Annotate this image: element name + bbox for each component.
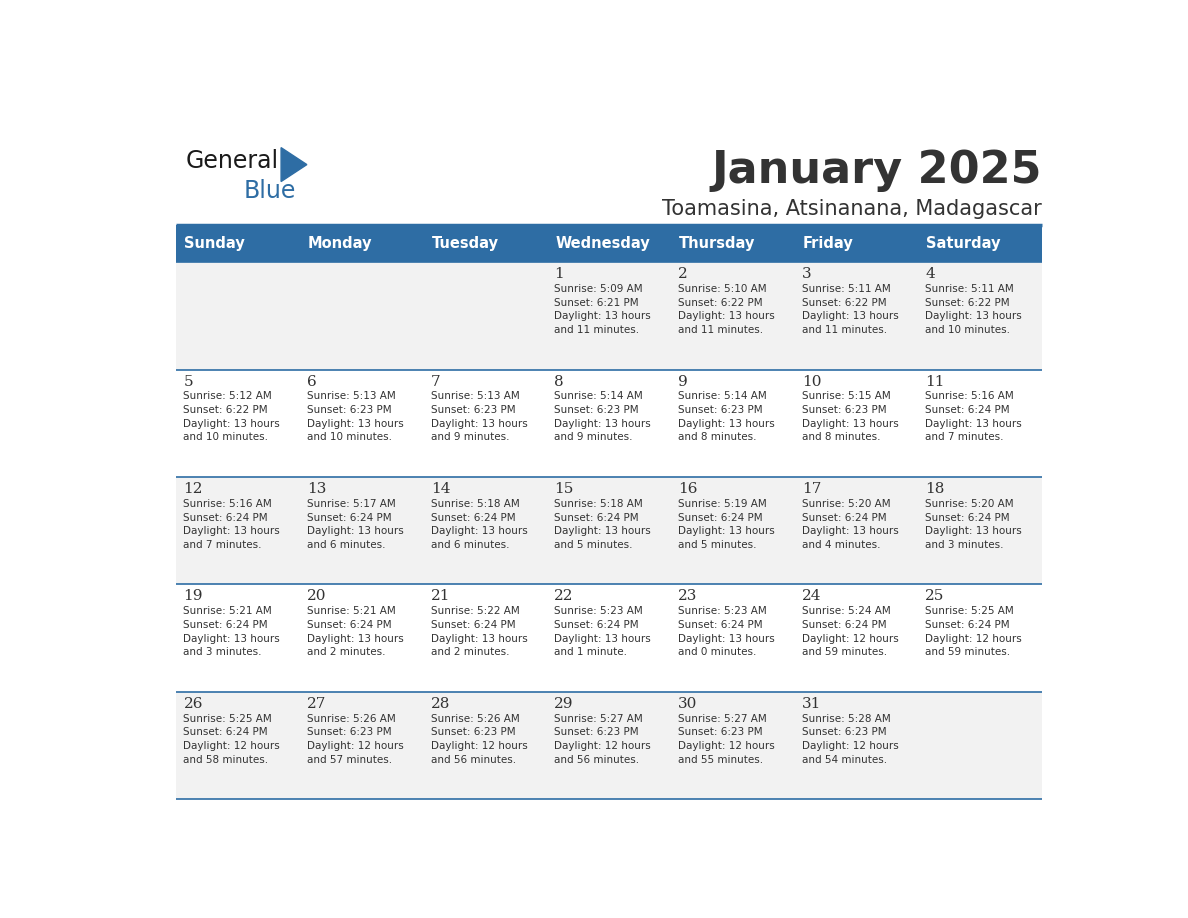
FancyBboxPatch shape: [176, 263, 1042, 370]
Text: Tuesday: Tuesday: [431, 236, 499, 251]
FancyBboxPatch shape: [176, 585, 1042, 692]
Text: Sunrise: 5:11 AM
Sunset: 6:22 PM
Daylight: 13 hours
and 11 minutes.: Sunrise: 5:11 AM Sunset: 6:22 PM Dayligh…: [802, 284, 898, 335]
Text: 22: 22: [555, 589, 574, 603]
Text: Sunrise: 5:15 AM
Sunset: 6:23 PM
Daylight: 13 hours
and 8 minutes.: Sunrise: 5:15 AM Sunset: 6:23 PM Dayligh…: [802, 391, 898, 442]
Text: 8: 8: [555, 375, 564, 388]
FancyBboxPatch shape: [176, 692, 1042, 800]
Text: Sunrise: 5:13 AM
Sunset: 6:23 PM
Daylight: 13 hours
and 10 minutes.: Sunrise: 5:13 AM Sunset: 6:23 PM Dayligh…: [308, 391, 404, 442]
FancyBboxPatch shape: [546, 225, 671, 263]
Text: Sunrise: 5:25 AM
Sunset: 6:24 PM
Daylight: 12 hours
and 58 minutes.: Sunrise: 5:25 AM Sunset: 6:24 PM Dayligh…: [183, 714, 280, 765]
Text: Sunrise: 5:24 AM
Sunset: 6:24 PM
Daylight: 12 hours
and 59 minutes.: Sunrise: 5:24 AM Sunset: 6:24 PM Dayligh…: [802, 607, 898, 657]
Text: Friday: Friday: [803, 236, 853, 251]
Text: 24: 24: [802, 589, 821, 603]
Text: Thursday: Thursday: [680, 236, 756, 251]
Text: Monday: Monday: [308, 236, 373, 251]
Text: Sunrise: 5:21 AM
Sunset: 6:24 PM
Daylight: 13 hours
and 3 minutes.: Sunrise: 5:21 AM Sunset: 6:24 PM Dayligh…: [183, 607, 280, 657]
Text: Sunrise: 5:20 AM
Sunset: 6:24 PM
Daylight: 13 hours
and 4 minutes.: Sunrise: 5:20 AM Sunset: 6:24 PM Dayligh…: [802, 498, 898, 550]
Text: 20: 20: [308, 589, 327, 603]
Text: Sunrise: 5:21 AM
Sunset: 6:24 PM
Daylight: 13 hours
and 2 minutes.: Sunrise: 5:21 AM Sunset: 6:24 PM Dayligh…: [308, 607, 404, 657]
Text: 9: 9: [678, 375, 688, 388]
Text: Sunrise: 5:20 AM
Sunset: 6:24 PM
Daylight: 13 hours
and 3 minutes.: Sunrise: 5:20 AM Sunset: 6:24 PM Dayligh…: [925, 498, 1022, 550]
Text: 26: 26: [183, 697, 203, 711]
FancyBboxPatch shape: [423, 225, 546, 263]
FancyBboxPatch shape: [795, 225, 918, 263]
FancyBboxPatch shape: [671, 225, 795, 263]
Text: 15: 15: [555, 482, 574, 496]
Text: Sunrise: 5:18 AM
Sunset: 6:24 PM
Daylight: 13 hours
and 6 minutes.: Sunrise: 5:18 AM Sunset: 6:24 PM Dayligh…: [431, 498, 527, 550]
FancyBboxPatch shape: [918, 225, 1042, 263]
Text: 25: 25: [925, 589, 944, 603]
Text: January 2025: January 2025: [712, 149, 1042, 192]
Text: Sunrise: 5:11 AM
Sunset: 6:22 PM
Daylight: 13 hours
and 10 minutes.: Sunrise: 5:11 AM Sunset: 6:22 PM Dayligh…: [925, 284, 1022, 335]
Text: 1: 1: [555, 267, 564, 281]
Text: Sunrise: 5:16 AM
Sunset: 6:24 PM
Daylight: 13 hours
and 7 minutes.: Sunrise: 5:16 AM Sunset: 6:24 PM Dayligh…: [925, 391, 1022, 442]
Text: 12: 12: [183, 482, 203, 496]
Text: 29: 29: [555, 697, 574, 711]
Text: Sunrise: 5:14 AM
Sunset: 6:23 PM
Daylight: 13 hours
and 8 minutes.: Sunrise: 5:14 AM Sunset: 6:23 PM Dayligh…: [678, 391, 775, 442]
Text: Sunrise: 5:28 AM
Sunset: 6:23 PM
Daylight: 12 hours
and 54 minutes.: Sunrise: 5:28 AM Sunset: 6:23 PM Dayligh…: [802, 714, 898, 765]
Text: Sunrise: 5:19 AM
Sunset: 6:24 PM
Daylight: 13 hours
and 5 minutes.: Sunrise: 5:19 AM Sunset: 6:24 PM Dayligh…: [678, 498, 775, 550]
Text: Sunrise: 5:12 AM
Sunset: 6:22 PM
Daylight: 13 hours
and 10 minutes.: Sunrise: 5:12 AM Sunset: 6:22 PM Dayligh…: [183, 391, 280, 442]
Text: 23: 23: [678, 589, 697, 603]
FancyBboxPatch shape: [176, 370, 1042, 477]
Text: Sunday: Sunday: [184, 236, 245, 251]
Text: Sunrise: 5:22 AM
Sunset: 6:24 PM
Daylight: 13 hours
and 2 minutes.: Sunrise: 5:22 AM Sunset: 6:24 PM Dayligh…: [431, 607, 527, 657]
Text: 4: 4: [925, 267, 935, 281]
Text: 11: 11: [925, 375, 944, 388]
FancyBboxPatch shape: [299, 225, 423, 263]
Text: 5: 5: [183, 375, 194, 388]
Text: 7: 7: [431, 375, 441, 388]
Text: General: General: [185, 149, 278, 173]
Text: Sunrise: 5:14 AM
Sunset: 6:23 PM
Daylight: 13 hours
and 9 minutes.: Sunrise: 5:14 AM Sunset: 6:23 PM Dayligh…: [555, 391, 651, 442]
Text: Sunrise: 5:27 AM
Sunset: 6:23 PM
Daylight: 12 hours
and 56 minutes.: Sunrise: 5:27 AM Sunset: 6:23 PM Dayligh…: [555, 714, 651, 765]
Text: 3: 3: [802, 267, 811, 281]
Text: 18: 18: [925, 482, 944, 496]
Text: 27: 27: [308, 697, 327, 711]
Text: 28: 28: [431, 697, 450, 711]
Text: Sunrise: 5:18 AM
Sunset: 6:24 PM
Daylight: 13 hours
and 5 minutes.: Sunrise: 5:18 AM Sunset: 6:24 PM Dayligh…: [555, 498, 651, 550]
Text: Sunrise: 5:17 AM
Sunset: 6:24 PM
Daylight: 13 hours
and 6 minutes.: Sunrise: 5:17 AM Sunset: 6:24 PM Dayligh…: [308, 498, 404, 550]
Text: 2: 2: [678, 267, 688, 281]
Text: Saturday: Saturday: [927, 236, 1000, 251]
Text: Sunrise: 5:10 AM
Sunset: 6:22 PM
Daylight: 13 hours
and 11 minutes.: Sunrise: 5:10 AM Sunset: 6:22 PM Dayligh…: [678, 284, 775, 335]
Text: 30: 30: [678, 697, 697, 711]
Text: Toamasina, Atsinanana, Madagascar: Toamasina, Atsinanana, Madagascar: [662, 198, 1042, 218]
Text: Sunrise: 5:23 AM
Sunset: 6:24 PM
Daylight: 13 hours
and 1 minute.: Sunrise: 5:23 AM Sunset: 6:24 PM Dayligh…: [555, 607, 651, 657]
Text: Sunrise: 5:25 AM
Sunset: 6:24 PM
Daylight: 12 hours
and 59 minutes.: Sunrise: 5:25 AM Sunset: 6:24 PM Dayligh…: [925, 607, 1022, 657]
Text: Sunrise: 5:27 AM
Sunset: 6:23 PM
Daylight: 12 hours
and 55 minutes.: Sunrise: 5:27 AM Sunset: 6:23 PM Dayligh…: [678, 714, 775, 765]
Polygon shape: [282, 148, 307, 182]
Text: Wednesday: Wednesday: [555, 236, 650, 251]
Text: 31: 31: [802, 697, 821, 711]
FancyBboxPatch shape: [176, 225, 299, 263]
Text: 14: 14: [431, 482, 450, 496]
Text: 10: 10: [802, 375, 821, 388]
Text: 21: 21: [431, 589, 450, 603]
Text: Sunrise: 5:09 AM
Sunset: 6:21 PM
Daylight: 13 hours
and 11 minutes.: Sunrise: 5:09 AM Sunset: 6:21 PM Dayligh…: [555, 284, 651, 335]
Text: 16: 16: [678, 482, 697, 496]
Text: 13: 13: [308, 482, 327, 496]
Text: 19: 19: [183, 589, 203, 603]
Text: 17: 17: [802, 482, 821, 496]
Text: Sunrise: 5:26 AM
Sunset: 6:23 PM
Daylight: 12 hours
and 56 minutes.: Sunrise: 5:26 AM Sunset: 6:23 PM Dayligh…: [431, 714, 527, 765]
Text: Sunrise: 5:23 AM
Sunset: 6:24 PM
Daylight: 13 hours
and 0 minutes.: Sunrise: 5:23 AM Sunset: 6:24 PM Dayligh…: [678, 607, 775, 657]
Text: Sunrise: 5:26 AM
Sunset: 6:23 PM
Daylight: 12 hours
and 57 minutes.: Sunrise: 5:26 AM Sunset: 6:23 PM Dayligh…: [308, 714, 404, 765]
Text: Sunrise: 5:13 AM
Sunset: 6:23 PM
Daylight: 13 hours
and 9 minutes.: Sunrise: 5:13 AM Sunset: 6:23 PM Dayligh…: [431, 391, 527, 442]
Text: 6: 6: [308, 375, 317, 388]
Text: Sunrise: 5:16 AM
Sunset: 6:24 PM
Daylight: 13 hours
and 7 minutes.: Sunrise: 5:16 AM Sunset: 6:24 PM Dayligh…: [183, 498, 280, 550]
Text: Blue: Blue: [244, 179, 296, 204]
FancyBboxPatch shape: [176, 477, 1042, 585]
